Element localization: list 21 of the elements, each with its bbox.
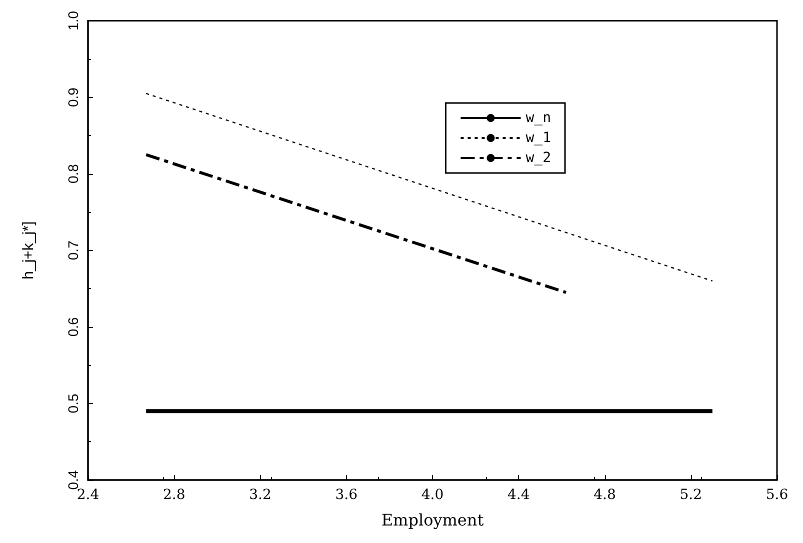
x-tick-label: 2.4 xyxy=(76,487,100,503)
y-tick-label: 0.9 xyxy=(65,87,81,108)
x-tick-label: 4.0 xyxy=(421,487,444,503)
x-axis-title: Employment xyxy=(381,510,484,530)
y-axis-title: h_j+k_j*] xyxy=(20,221,37,280)
legend-label: w_n xyxy=(526,110,552,126)
legend-label: w_1 xyxy=(526,130,552,146)
x-tick-label: 4.4 xyxy=(507,487,530,503)
x-tick-label: 4.8 xyxy=(594,487,616,503)
legend-label: w_2 xyxy=(526,150,552,166)
y-tick-label: 0.7 xyxy=(65,240,81,260)
y-tick-label: 0.4 xyxy=(65,470,81,490)
y-tick-label: 0.5 xyxy=(65,394,81,414)
x-tick-label: 2.8 xyxy=(162,487,186,503)
y-tick-label: 1.0 xyxy=(65,10,81,30)
x-tick-label: 3.2 xyxy=(249,487,272,503)
y-tick-label: 0.8 xyxy=(65,164,81,184)
x-tick-label: 3.6 xyxy=(335,487,358,503)
y-tick-label: 0.6 xyxy=(65,316,81,337)
x-tick-label: 5.6 xyxy=(766,487,788,503)
x-tick-label: 5.2 xyxy=(680,487,702,503)
